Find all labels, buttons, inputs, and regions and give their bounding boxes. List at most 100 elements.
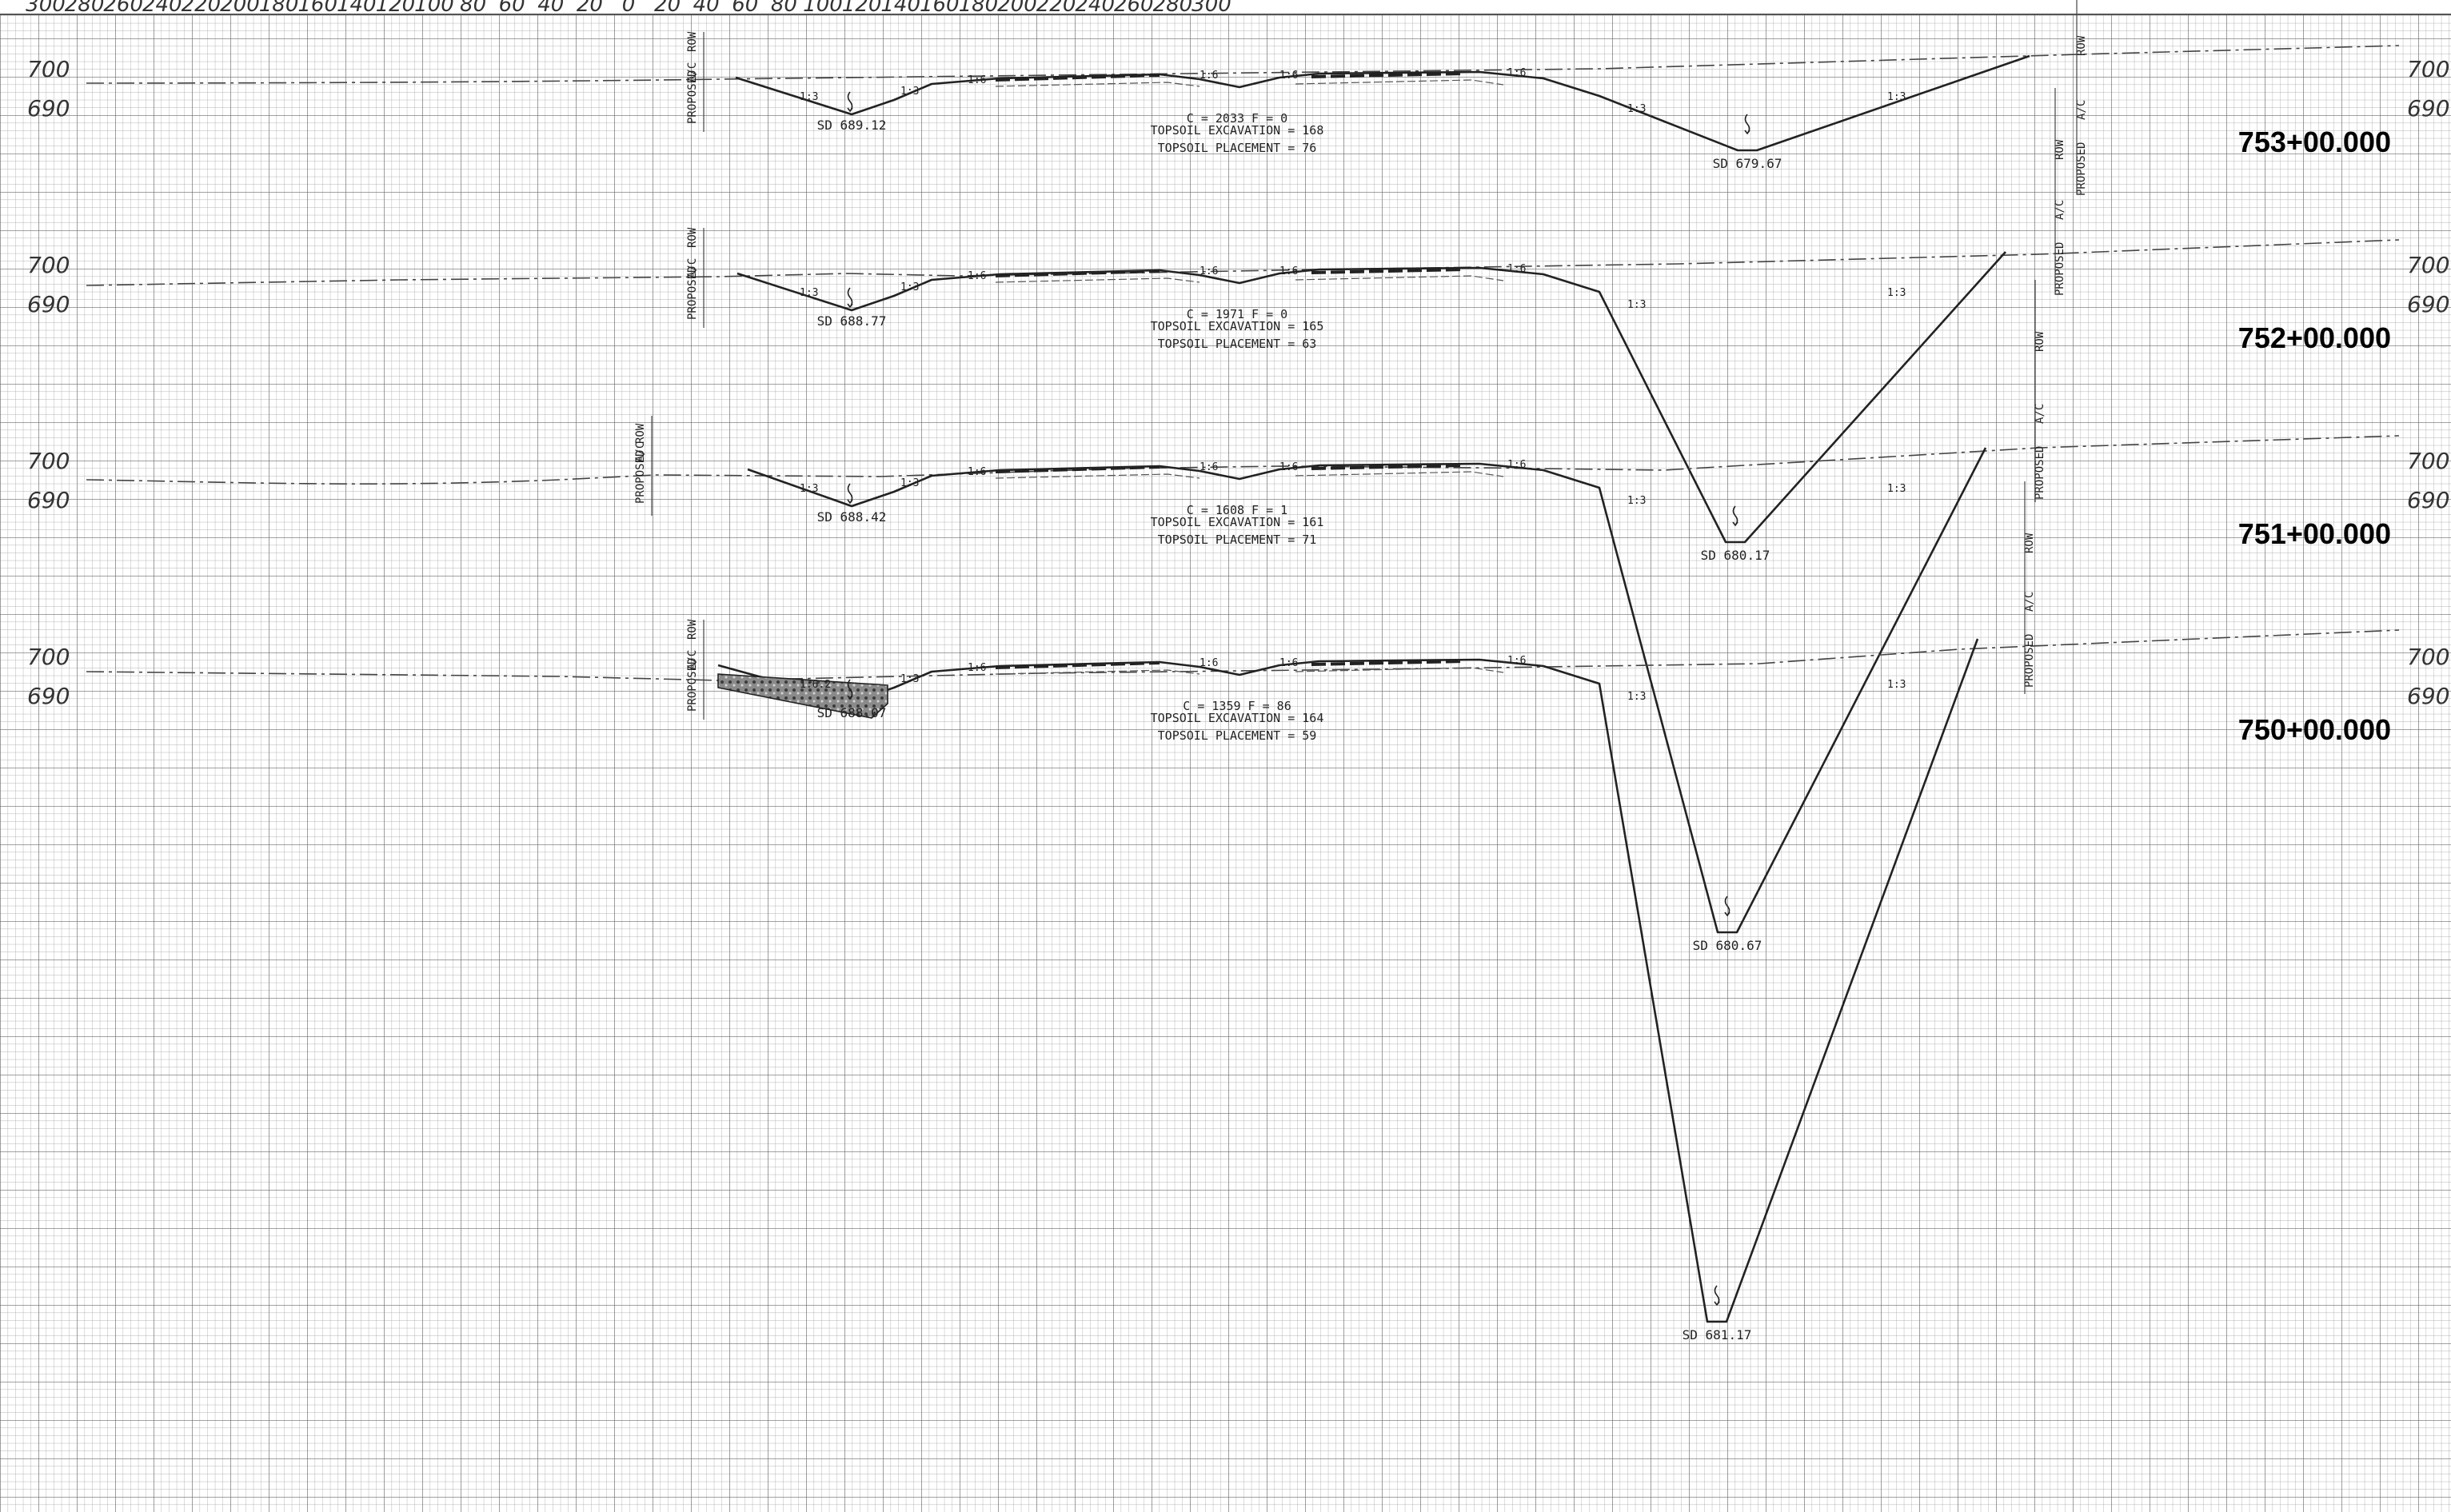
offset-tick-label: 240: [1075, 0, 1115, 17]
proposed-label-right: PROPOSED: [2075, 142, 2088, 196]
sd-elevation-left: SD 689.12: [817, 118, 887, 133]
flow-arrow-icon: [1724, 896, 1730, 917]
offset-tick-label: 100: [414, 0, 454, 17]
elevation-690-label-left: 690: [27, 95, 70, 122]
flow-arrow-icon: [1732, 505, 1738, 527]
proposed-label-left: PROPOSED: [686, 70, 699, 124]
offset-tick-label: 160: [297, 0, 337, 17]
sd-elevation-left: SD 688.07: [817, 705, 887, 720]
flow-arrow-icon: [1744, 114, 1750, 135]
slope-ratio-label: 1:6: [1279, 70, 1298, 82]
slope-ratio-label: 1:6: [968, 662, 986, 674]
slope-ratio-label: 1:6: [1200, 70, 1218, 82]
offset-tick-label: 260: [1114, 0, 1154, 17]
slope-ratio-label: 1:6: [1507, 459, 1526, 471]
ac-label-left: A/C: [634, 442, 647, 462]
offset-tick-label: 280: [65, 0, 105, 17]
offset-tick-label: 280: [1153, 0, 1193, 17]
offset-tick-label: 160: [920, 0, 960, 17]
row-label-left: ROW: [686, 619, 699, 640]
slope-ratio-label: 1:3: [1887, 679, 1906, 691]
subbase-left: [995, 669, 1200, 675]
offset-tick-label: 240: [142, 0, 182, 17]
slope-ratio-label: 1:3: [900, 281, 919, 293]
cross-section: 700 690 700 690 751+00.000 SD 688.42 SD 680.67…: [27, 280, 2449, 953]
offset-tick-label: 100: [803, 0, 843, 17]
offset-tick-label: 80: [771, 0, 797, 17]
offset-tick-label: 180: [259, 0, 299, 17]
elevation-690-label-right: 690: [2407, 95, 2449, 122]
row-label-right: ROW: [2034, 331, 2046, 352]
slope-ratio-label: 1:6: [1279, 265, 1298, 277]
elevation-700-label-left: 700: [27, 448, 70, 474]
pavement-right: [1311, 72, 1464, 78]
slope-ratio-label: 1:6: [1200, 657, 1218, 669]
elevation-700-label-right: 700: [2407, 56, 2449, 82]
flow-arrow-icon: [847, 91, 853, 113]
elevation-700-label-right: 700: [2407, 448, 2449, 474]
sd-elevation-right: SD 681.17: [1683, 1327, 1752, 1342]
offset-tick-label: 40: [693, 0, 720, 17]
proposed-label-left: PROPOSED: [634, 450, 647, 504]
pavement-left: [995, 465, 1160, 473]
flow-arrow-icon: [847, 679, 853, 700]
sd-elevation-left: SD 688.42: [817, 509, 887, 525]
slope-ratio-label: 1:3: [900, 673, 919, 685]
slope-ratio-label: 1:6: [968, 466, 986, 478]
slope-ratio-label: 1:3: [1627, 495, 1646, 507]
flow-arrow-icon: [847, 287, 853, 309]
ac-label-right: A/C: [2034, 404, 2046, 424]
pavement-right: [1311, 660, 1464, 666]
subbase-right: [1295, 667, 1504, 673]
pavement-left: [995, 661, 1160, 669]
elevation-700-label-left: 700: [27, 252, 70, 278]
topsoil-placement-note: TOPSOIL PLACEMENT = 59: [1158, 728, 1317, 743]
elevation-690-label-left: 690: [27, 683, 70, 709]
offset-tick-label: 200: [220, 0, 260, 17]
cut-fill-note: C = 1608 F = 1: [1187, 503, 1287, 517]
slope-ratio-label: 1:3: [800, 287, 818, 299]
proposed-template-line: [736, 251, 2006, 544]
sd-elevation-left: SD 688.77: [817, 313, 887, 329]
slope-ratio-label: 1:6: [1507, 655, 1526, 667]
row-label-right: ROW: [2054, 139, 2066, 160]
flow-arrow-icon: [847, 483, 853, 505]
subbase-left: [995, 82, 1200, 87]
pavement-left: [995, 269, 1160, 277]
topsoil-placement-note: TOPSOIL PLACEMENT = 76: [1158, 141, 1317, 155]
proposed-label-right: PROPOSED: [2054, 242, 2066, 296]
offset-tick-label: 20: [654, 0, 681, 17]
ac-label-left: A/C: [686, 62, 699, 82]
topsoil-excavation-note: TOPSOIL EXCAVATION = 164: [1151, 711, 1324, 725]
proposed-label-left: PROPOSED: [686, 658, 699, 712]
elevation-690-label-right: 690: [2407, 487, 2449, 513]
cut-fill-note: C = 1359 F = 86: [1183, 699, 1291, 713]
elevation-700-label-left: 700: [27, 56, 70, 82]
offset-tick-label: 80: [460, 0, 486, 17]
station-label: 753+00.000: [2238, 126, 2391, 158]
topsoil-excavation-note: TOPSOIL EXCAVATION = 165: [1151, 319, 1324, 333]
offset-tick-label: 120: [842, 0, 882, 17]
slope-ratio-label: 1:6: [1279, 461, 1298, 473]
sections-layer: 700 690 700 690 753+00.000 SD 689.12 SD 679.67…: [27, 0, 2449, 1342]
proposed-label-left: PROPOSED: [686, 266, 699, 320]
subbase-right: [1295, 275, 1504, 281]
station-label: 750+00.000: [2238, 713, 2391, 746]
elevation-700-label-right: 700: [2407, 644, 2449, 670]
cross-section: 700 690 700 690 750+00.000 SD 688.07 SD 681.17…: [27, 481, 2449, 1342]
ac-label-right: A/C: [2054, 200, 2066, 220]
station-label: 752+00.000: [2238, 321, 2391, 354]
offset-tick-label: 300: [26, 0, 66, 17]
slope-ratio-label: 1:3: [1887, 91, 1906, 103]
sd-elevation-right: SD 679.67: [1713, 156, 1782, 171]
grid-background: [0, 14, 2451, 1512]
slope-ratio-label: 1:6: [968, 270, 986, 282]
sd-elevation-right: SD 680.67: [1693, 938, 1762, 953]
row-label-left: ROW: [686, 227, 699, 248]
subbase-left: [995, 277, 1200, 283]
proposed-template-line: [735, 54, 2030, 152]
slope-ratio-label: 1:3: [900, 86, 919, 98]
existing-ground-line: [86, 45, 2400, 84]
